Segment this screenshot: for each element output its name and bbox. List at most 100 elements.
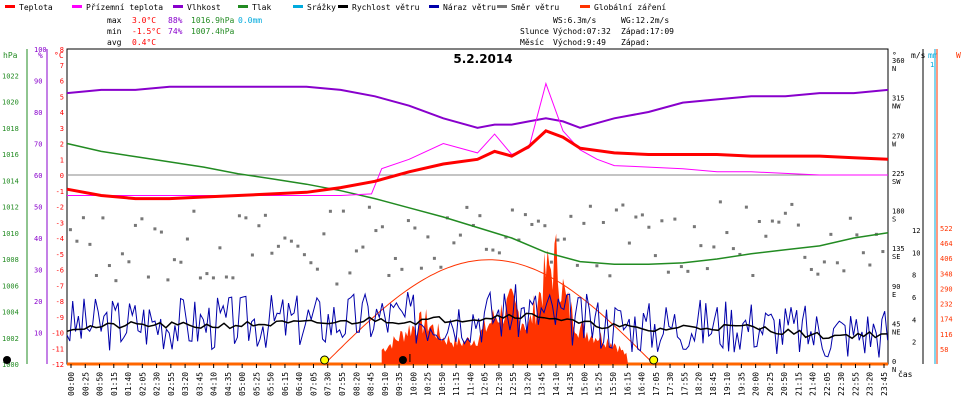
wind-direction-point: [770, 219, 774, 223]
dir-tick-compass: W: [892, 140, 897, 148]
stat-label: avg: [107, 38, 122, 47]
stats-panel: max 3.0°C 88% 1016.9hPa 0.0mm min -1.5°C 74% 100…: [107, 16, 262, 47]
degc-tick: -3: [56, 219, 64, 227]
wind-direction-point: [614, 208, 618, 212]
legend-swatch: [72, 5, 82, 8]
wind-direction-point: [458, 233, 462, 237]
wind-direction-point: [562, 237, 566, 241]
sunrise: Východ:07:32: [553, 27, 611, 36]
x-axis-ticks: 00:00 00:25 00:50 01:15 01:40 02:05 02:30 02:55…: [67, 364, 889, 396]
dir-tick: 270: [892, 132, 905, 140]
x-tick-label: 10:00: [409, 372, 418, 396]
wind-direction-point: [777, 220, 781, 224]
x-tick-label: 20:25: [766, 372, 775, 396]
wind-direction-point: [374, 229, 378, 233]
x-tick-label: 01:15: [110, 372, 119, 396]
x-tick-label: 14:10: [552, 372, 561, 396]
legend-label: Rychlost větru: [352, 3, 420, 12]
wind-direction-point: [341, 209, 345, 213]
x-tick-label: 17:30: [666, 372, 675, 396]
legend: Teplota Přízemní teplota Vlhkost Tlak Srážky…: [5, 3, 666, 12]
legend-label: Náraz větru: [443, 3, 496, 12]
degc-tick: 4: [60, 109, 64, 117]
wind-direction-point: [718, 200, 722, 204]
dir-axis-label: °: [892, 51, 897, 60]
wind-direction-point: [348, 271, 352, 275]
mm-axis-label: mm: [928, 51, 938, 60]
x-tick-label: 02:30: [153, 372, 162, 396]
legend-swatch: [338, 5, 348, 8]
legend-label: Směr větru: [511, 3, 559, 12]
x-tick-label: 21:40: [809, 372, 818, 396]
x-tick-label: 01:40: [124, 372, 133, 396]
wind-direction-point: [738, 252, 742, 256]
wind-direction-point: [634, 215, 638, 219]
dir-tick-compass: E: [892, 291, 896, 299]
wind-direction-point: [439, 265, 443, 269]
degc-tick: -1: [56, 188, 64, 196]
wind-direction-point: [296, 244, 300, 248]
x-tick-label: 00:50: [96, 372, 105, 396]
wind-direction-point: [491, 248, 495, 252]
degc-tick: 6: [60, 78, 64, 86]
ms-tick: 10: [912, 249, 920, 257]
x-tick-label: 18:45: [709, 372, 718, 396]
w-tick: 232: [940, 301, 953, 309]
wind-direction-point: [101, 216, 105, 220]
wind-direction-point: [419, 266, 423, 270]
wind-direction-point: [621, 203, 625, 207]
wind-direction-point: [198, 276, 202, 280]
x-tick-label: 05:00: [238, 372, 247, 396]
pct-tick: 40: [34, 235, 42, 243]
legend-label: Globální záření: [594, 3, 666, 12]
x-tick-label: 05:50: [267, 372, 276, 396]
x-tick-label: 20:00: [752, 372, 761, 396]
wind-direction-point: [595, 264, 599, 268]
wind-direction-point: [686, 269, 690, 273]
wind-direction-point: [406, 219, 410, 223]
stat-temp: -1.5°C: [132, 27, 161, 36]
x-tick-label: 03:45: [195, 372, 204, 396]
x-tick-label: 11:40: [466, 372, 475, 396]
degc-tick: 2: [60, 141, 64, 149]
stat-temp: 0.4°C: [132, 38, 156, 47]
w-tick: 116: [940, 331, 953, 339]
dir-tick-compass: NW: [892, 103, 901, 111]
pct-tick: 30: [34, 267, 42, 275]
wind-direction-point: [692, 225, 696, 229]
w-tick: 406: [940, 255, 953, 263]
wind-direction-point: [107, 264, 111, 268]
stat-rain: 0.0mm: [238, 16, 262, 25]
degc-tick: -7: [56, 282, 64, 290]
x-tick-label: 12:30: [495, 372, 504, 396]
pct-axis-label: %: [38, 51, 43, 60]
series-layer: [66, 81, 889, 358]
x-tick-label: 10:50: [438, 372, 447, 396]
x-tick-label: 23:45: [880, 372, 889, 396]
wind-direction-point: [757, 219, 761, 223]
x-tick-label: 09:35: [395, 372, 404, 396]
wind-direction-point: [660, 219, 664, 223]
legend-swatch: [293, 5, 303, 8]
w-tick: 174: [940, 316, 953, 324]
x-tick-label: 17:55: [680, 372, 689, 396]
dir-tick: 90: [892, 283, 900, 291]
wind-direction-point: [289, 239, 293, 243]
ms-tick: 6: [912, 294, 916, 302]
wind-direction-point: [153, 227, 157, 231]
sunset-marker: [649, 355, 659, 365]
sun-markers: [3, 354, 659, 365]
x-tick-label: 12:55: [509, 372, 518, 396]
x-tick-label: 15:50: [609, 372, 618, 396]
degc-tick: -5: [56, 251, 64, 259]
wind-direction-point: [231, 276, 235, 280]
x-tick-label: 08:45: [367, 372, 376, 396]
hpa-tick: 1000: [2, 361, 19, 369]
wind-direction-point: [705, 267, 709, 271]
wind-direction-point: [835, 261, 839, 265]
wind-direction-point: [543, 224, 547, 228]
wind-direction-point: [250, 253, 254, 257]
legend-label: Vlhkost: [187, 3, 221, 12]
wind-direction-point: [588, 204, 592, 208]
